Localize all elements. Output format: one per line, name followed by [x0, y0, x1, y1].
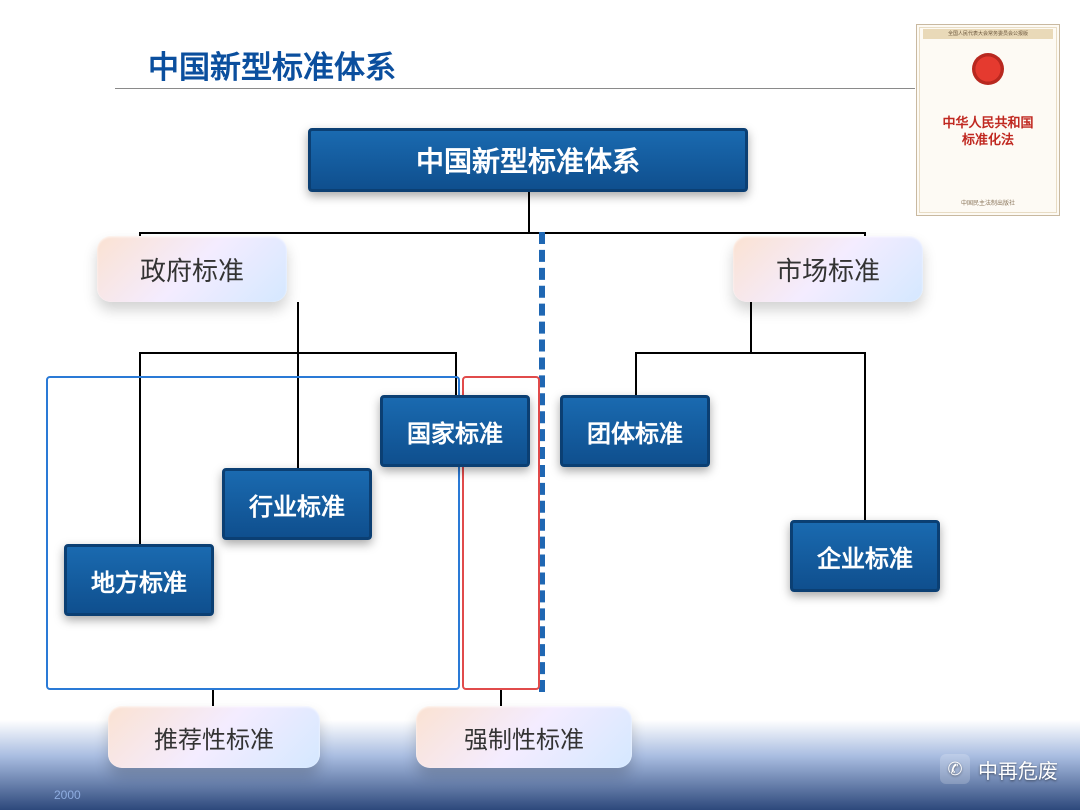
node-industry: 行业标准: [222, 468, 372, 540]
node-recommend: 推荐性标准: [108, 706, 320, 768]
node-local: 地方标准: [64, 544, 214, 616]
book-title-line2: 标准化法: [917, 132, 1059, 149]
footer-small-text: 2000: [54, 788, 81, 802]
watermark: ✆ 中再危废: [940, 754, 1058, 784]
node-enterprise: 企业标准: [790, 520, 940, 592]
node-root: 中国新型标准体系: [308, 128, 748, 192]
node-gov: 政府标准: [97, 236, 287, 302]
slide-stage: 中国新型标准体系 全国人民代表大会常务委员会公报版 中华人民共和国 标准化法 中…: [0, 0, 1080, 810]
book-title: 中华人民共和国 标准化法: [917, 115, 1059, 149]
book-publisher: 中国民主法制出版社: [917, 198, 1059, 207]
node-market: 市场标准: [733, 236, 923, 302]
title-underline: [115, 88, 915, 89]
book-thumbnail: 全国人民代表大会常务委员会公报版 中华人民共和国 标准化法 中国民主法制出版社: [916, 24, 1060, 216]
book-emblem-icon: [972, 53, 1004, 85]
node-group: 团体标准: [560, 395, 710, 467]
wechat-icon: ✆: [940, 754, 970, 784]
book-topbar: 全国人民代表大会常务委员会公报版: [923, 29, 1053, 39]
slide-title: 中国新型标准体系: [148, 42, 396, 87]
watermark-text: 中再危废: [978, 755, 1058, 784]
node-mandatory: 强制性标准: [416, 706, 632, 768]
book-title-line1: 中华人民共和国: [917, 115, 1059, 132]
node-national: 国家标准: [380, 395, 530, 467]
